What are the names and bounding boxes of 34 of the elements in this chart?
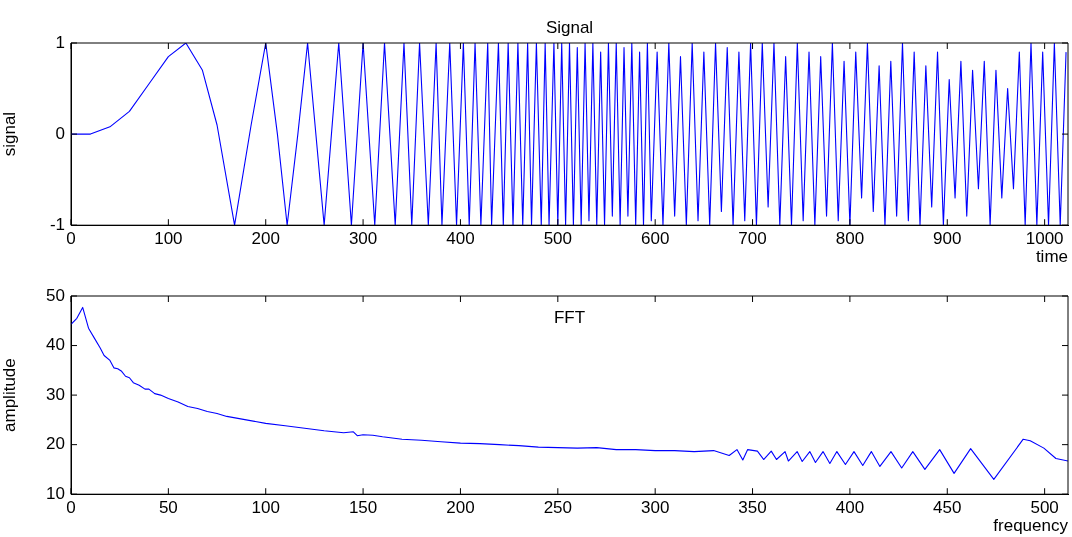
y-tick-label: 10 — [46, 483, 65, 503]
x-axis-title: frequency — [993, 516, 1069, 536]
x-tick-label: 150 — [348, 498, 378, 518]
x-tick-label: 200 — [251, 229, 280, 249]
x-tick-label: 1000 — [1025, 229, 1064, 249]
chart-title: Signal — [545, 18, 594, 38]
y-tick-label: -1 — [49, 214, 65, 234]
x-tick-label: 400 — [446, 229, 475, 249]
y-tick-label: 30 — [46, 384, 65, 404]
y-tick-label: 50 — [46, 285, 65, 305]
x-tick-label: 100 — [154, 229, 183, 249]
x-tick-label: 450 — [933, 498, 962, 518]
x-axis-title: time — [1035, 247, 1068, 267]
x-tick-label: 350 — [738, 498, 767, 518]
x-tick-label: 300 — [348, 229, 378, 249]
x-tick-label: 50 — [158, 498, 178, 518]
y-tick-label: 0 — [55, 123, 65, 143]
y-tick-label: 40 — [46, 335, 65, 355]
x-tick-label: 500 — [543, 229, 572, 249]
y-tick-label: 1 — [55, 32, 65, 52]
text: FFT — [553, 308, 586, 328]
y-tick-label: 20 — [46, 434, 65, 454]
x-tick-label: 100 — [251, 498, 280, 518]
x-tick-label: 700 — [738, 229, 767, 249]
x-tick-label: 800 — [835, 229, 865, 249]
x-tick-label: 300 — [640, 498, 670, 518]
x-tick-label: 500 — [1030, 498, 1059, 518]
y-axis-title: signal — [0, 111, 19, 157]
x-tick-label: 200 — [446, 498, 475, 518]
x-tick-label: 900 — [933, 229, 962, 249]
y-axis-title: amplitude — [0, 358, 19, 432]
x-tick-label: 250 — [543, 498, 572, 518]
x-tick-label: 400 — [835, 498, 865, 518]
x-tick-label: 600 — [640, 229, 670, 249]
